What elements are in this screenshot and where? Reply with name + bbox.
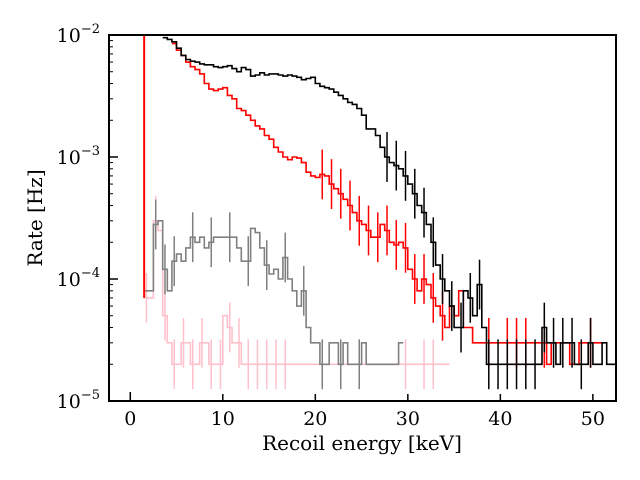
y-tick-label-base-2: 10: [57, 147, 81, 169]
y-tick-label-2: 10−3: [57, 144, 100, 169]
series-black: [162, 36, 616, 390]
series-red: [143, 35, 603, 368]
x-tick-label-5: 50: [581, 408, 605, 430]
y-tick-label-base-3: 10: [57, 25, 81, 47]
x-axis-label: Recoil energy [keV]: [262, 431, 462, 455]
y-tick-label-1: 10−4: [57, 266, 100, 291]
series-layer: [129, 35, 616, 401]
y-tick-label-exponent-0: −5: [81, 388, 100, 403]
y-axis-label: Rate [Hz]: [23, 169, 47, 266]
series-red-step-line: [171, 42, 603, 366]
x-tick-label-1: 10: [211, 408, 235, 430]
y-tick-label-exponent-2: −3: [81, 144, 100, 159]
x-tick-label-2: 20: [303, 408, 327, 430]
y-tick-label-exponent-3: −2: [81, 22, 100, 37]
series-grey-step-line: [144, 220, 404, 366]
y-tick-label-0: 10−5: [57, 388, 100, 413]
series-black-step-line: [162, 36, 616, 366]
y-tick-label-exponent-1: −4: [81, 266, 100, 281]
series-grey: [144, 199, 404, 390]
y-tick-label-base-1: 10: [57, 269, 81, 291]
y-tick-label-3: 10−2: [57, 22, 100, 47]
x-tick-label-0: 0: [124, 408, 136, 430]
x-tick-label-4: 40: [488, 408, 512, 430]
y-tick-label-base-0: 10: [57, 391, 81, 413]
plot-frame: [108, 34, 617, 402]
x-tick-label-3: 30: [396, 408, 420, 430]
